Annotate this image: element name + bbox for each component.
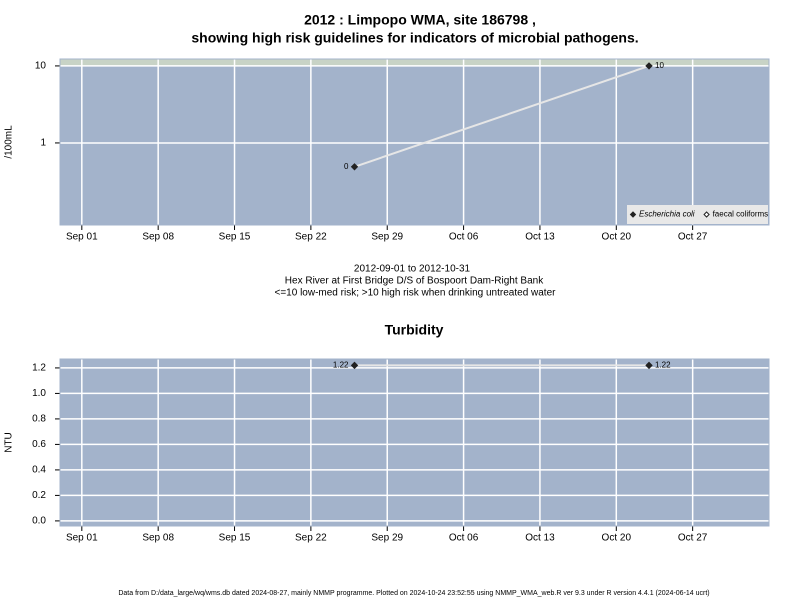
y-tick-label: 10 xyxy=(35,61,47,72)
x-tick-label: Sep 22 xyxy=(295,533,327,544)
legend-marker xyxy=(703,211,710,218)
x-tick-label: Oct 06 xyxy=(449,533,479,544)
legend-label: faecal coliforms xyxy=(713,210,769,219)
y-tick-label: 1.0 xyxy=(32,388,46,399)
legend-label: Escherichia coli xyxy=(639,210,695,219)
plot-frame xyxy=(59,58,770,226)
plot-frame xyxy=(59,358,770,527)
x-tick-label: Sep 08 xyxy=(142,533,174,544)
x-tick-label: Oct 20 xyxy=(602,533,632,544)
data-label: 1.22 xyxy=(655,360,671,369)
y-axis-label: /100mL xyxy=(4,125,15,159)
data-point xyxy=(645,361,653,370)
data-label: 1.22 xyxy=(333,360,349,369)
x-tick-label: Sep 29 xyxy=(371,533,403,544)
x-tick-label: Sep 22 xyxy=(295,232,327,243)
x-tick-label: Sep 01 xyxy=(66,533,98,544)
y-tick-label: 0.2 xyxy=(32,490,46,501)
data-label: 0 xyxy=(344,162,349,171)
y-tick-label: 0.8 xyxy=(32,414,46,425)
data-point xyxy=(350,361,359,370)
legend-marker xyxy=(629,211,637,218)
panel-title: Turbidity xyxy=(385,322,444,338)
data-label: 10 xyxy=(655,61,664,70)
x-tick-label: Sep 15 xyxy=(219,533,251,544)
x-tick-label: Sep 15 xyxy=(219,232,251,243)
note: <=10 low-med risk; >10 high risk when dr… xyxy=(275,288,557,299)
x-tick-label: Oct 27 xyxy=(678,533,708,544)
x-tick-label: Oct 13 xyxy=(525,232,555,243)
note: Hex River at First Bridge D/S of Bospoor… xyxy=(285,276,544,287)
footer: Data from D:/data_large/wq/wms.db dated … xyxy=(118,590,709,597)
x-tick-label: Oct 13 xyxy=(525,533,555,544)
data-point xyxy=(645,62,653,70)
title: showing high risk guidelines for indicat… xyxy=(191,30,638,46)
x-tick-label: Sep 01 xyxy=(66,232,98,243)
plot-background xyxy=(60,359,769,526)
plot-background xyxy=(60,59,769,225)
x-tick-label: Oct 20 xyxy=(602,232,632,243)
series-line xyxy=(354,64,650,168)
legend-box xyxy=(627,205,768,224)
y-axis-label: NTU xyxy=(4,432,15,453)
y-tick-label: 1.2 xyxy=(32,363,46,374)
y-tick-label: 0.6 xyxy=(32,439,46,450)
note: 2012-09-01 to 2012-10-31 xyxy=(354,264,471,275)
y-tick-label: 1 xyxy=(40,138,46,149)
x-tick-label: Sep 29 xyxy=(371,232,403,243)
y-tick-label: 0.4 xyxy=(32,465,46,476)
x-tick-label: Oct 27 xyxy=(678,232,708,243)
x-tick-label: Sep 08 xyxy=(142,232,174,243)
title: 2012 : Limpopo WMA, site 186798 , xyxy=(304,12,536,28)
x-tick-label: Oct 06 xyxy=(449,232,479,243)
high-risk-band xyxy=(60,59,769,66)
y-tick-label: 0.0 xyxy=(32,516,46,527)
data-point xyxy=(350,163,359,171)
